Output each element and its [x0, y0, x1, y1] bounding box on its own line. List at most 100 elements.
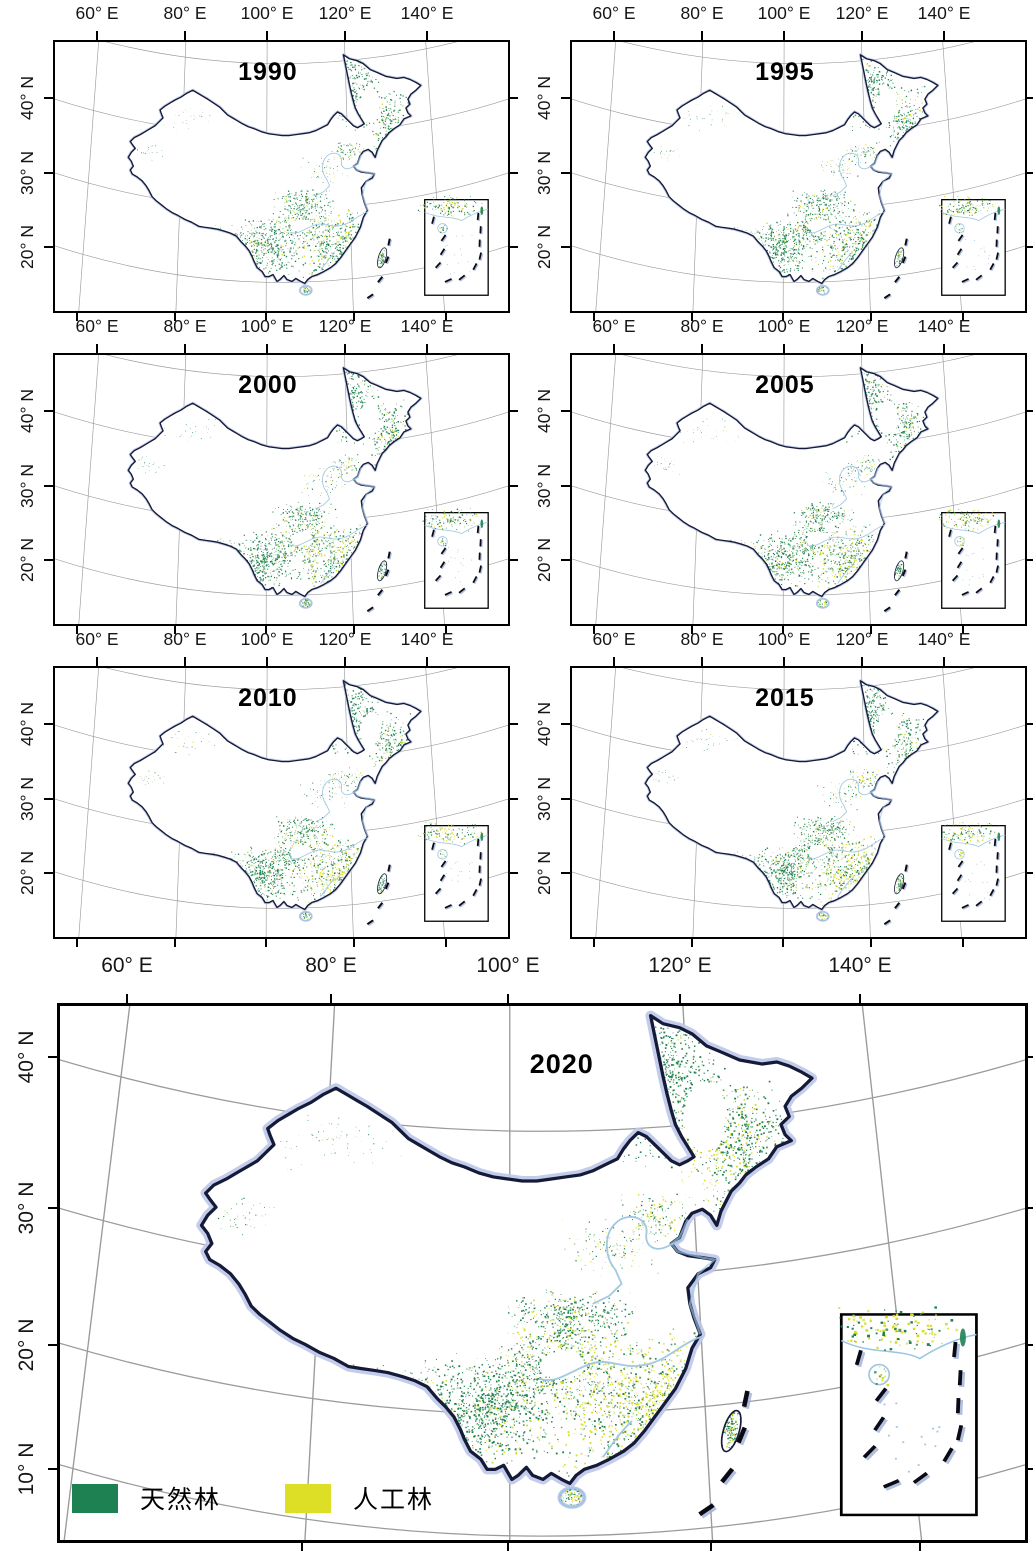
axis-tick: [870, 626, 873, 634]
lat-tick-label: 40° N: [17, 68, 37, 128]
year-label: 2015: [755, 684, 815, 713]
year-label: 2010: [238, 684, 298, 713]
lat-tick-label: 20° N: [534, 217, 554, 277]
longitude-axis: 60° E 80° E 100° E 120° E 140° E: [517, 0, 1033, 40]
lon-tick-label: 100° E: [241, 316, 294, 337]
lon-tick-label: 80° E: [681, 629, 724, 650]
china-forest-map-svg: [55, 355, 508, 624]
axis-tick: [691, 626, 694, 634]
axis-tick: [126, 994, 129, 1003]
lon-tick-label: 60° E: [101, 954, 153, 978]
axis-tick: [344, 344, 347, 353]
axis-tick: [184, 31, 187, 40]
lon-tick-label: 120° E: [319, 3, 372, 24]
map-frame: 2005: [570, 353, 1027, 626]
axis-tick: [509, 723, 518, 726]
longitude-axis: 60° E 80° E 100° E 120° E 140° E: [517, 626, 1033, 666]
year-label: 2000: [238, 371, 298, 400]
longitude-axis: 60° E 80° E 100° E 120° E 140° E: [517, 313, 1033, 353]
axis-tick: [1026, 97, 1033, 100]
axis-tick: [184, 657, 187, 666]
axis-tick: [561, 723, 570, 726]
axis-tick: [861, 344, 864, 353]
lat-tick-label: 40° N: [17, 694, 37, 754]
china-forest-map-svg: [572, 355, 1025, 624]
lat-tick-label: 10° N: [15, 1439, 38, 1499]
axis-tick: [679, 994, 682, 1003]
lon-tick-label: 140° E: [401, 316, 454, 337]
lon-tick-label: 60° E: [593, 3, 636, 24]
axis-tick: [509, 485, 518, 488]
lon-tick-label: 80° E: [305, 954, 357, 978]
lon-tick-label: 140° E: [828, 954, 891, 978]
axis-tick: [783, 657, 786, 666]
lat-tick-label: 30° N: [534, 143, 554, 203]
axis-tick: [561, 410, 570, 413]
axis-tick: [509, 246, 518, 249]
legend-item-planted-forest: 人工林: [285, 1480, 434, 1516]
axis-tick: [691, 939, 694, 947]
axis-tick: [962, 626, 965, 634]
axis-tick: [561, 798, 570, 801]
lat-tick-label: 40° N: [17, 381, 37, 441]
year-label: 1990: [238, 58, 298, 87]
axis-tick: [593, 626, 596, 634]
lon-tick-label: 140° E: [918, 629, 971, 650]
map-panel-2015: 60° E 80° E 100° E 120° E 140° E 2015 40° N 3…: [517, 626, 1033, 947]
axis-tick: [174, 939, 177, 947]
year-label: 1995: [755, 58, 815, 87]
axis-tick: [48, 1056, 57, 1059]
axis-tick: [943, 344, 946, 353]
lon-tick-label: 60° E: [593, 629, 636, 650]
axis-tick: [184, 344, 187, 353]
axis-tick: [76, 939, 79, 947]
lat-tick-label: 20° N: [15, 1315, 38, 1375]
map-frame: 2000: [53, 353, 510, 626]
axis-tick: [266, 657, 269, 666]
lat-tick-label: 20° N: [17, 530, 37, 590]
axis-tick: [561, 485, 570, 488]
lon-tick-label: 120° E: [836, 316, 889, 337]
axis-tick: [344, 31, 347, 40]
lat-tick-label: 30° N: [17, 769, 37, 829]
axis-tick: [76, 313, 79, 321]
axis-tick: [1027, 1344, 1033, 1347]
axis-tick: [870, 313, 873, 321]
axis-tick: [44, 172, 53, 175]
lon-tick-label: 140° E: [918, 316, 971, 337]
year-label: 2005: [755, 371, 815, 400]
axis-tick: [561, 559, 570, 562]
map-frame: 2020 天然林 人工林: [57, 1003, 1028, 1543]
axis-tick: [44, 559, 53, 562]
axis-tick: [701, 31, 704, 40]
legend-label-planted-forest: 人工林: [353, 1480, 434, 1516]
axis-tick: [44, 485, 53, 488]
legend-swatch-natural-forest: [72, 1483, 118, 1513]
lat-tick-label: 30° N: [15, 1178, 38, 1238]
lon-tick-label: 60° E: [593, 316, 636, 337]
map-frame: 1990: [53, 40, 510, 313]
axis-tick: [509, 872, 518, 875]
axis-tick: [509, 172, 518, 175]
axis-tick: [613, 344, 616, 353]
axis-tick: [1027, 1207, 1033, 1210]
axis-tick: [943, 31, 946, 40]
axis-tick: [426, 31, 429, 40]
lon-tick-label: 120° E: [319, 316, 372, 337]
map-panel-1990: 60° E 80° E 100° E 120° E 140° E 1990 40° N 3…: [0, 0, 518, 321]
axis-tick: [445, 313, 448, 321]
axis-tick: [445, 939, 448, 947]
axis-tick: [1026, 172, 1033, 175]
axis-tick: [48, 1468, 57, 1471]
lon-tick-label: 140° E: [918, 3, 971, 24]
axis-tick: [561, 246, 570, 249]
longitude-axis: 60° E 80° E 100° E 120° E 140° E: [0, 939, 1033, 1003]
axis-tick: [44, 872, 53, 875]
lon-tick-label: 60° E: [76, 3, 119, 24]
axis-tick: [1027, 1056, 1033, 1059]
map-frame: 1995: [570, 40, 1027, 313]
axis-tick: [507, 1543, 510, 1551]
map-panel-1995: 60° E 80° E 100° E 120° E 140° E 1995 40° N 3…: [517, 0, 1033, 321]
legend-swatch-planted-forest: [285, 1483, 332, 1513]
axis-tick: [96, 657, 99, 666]
